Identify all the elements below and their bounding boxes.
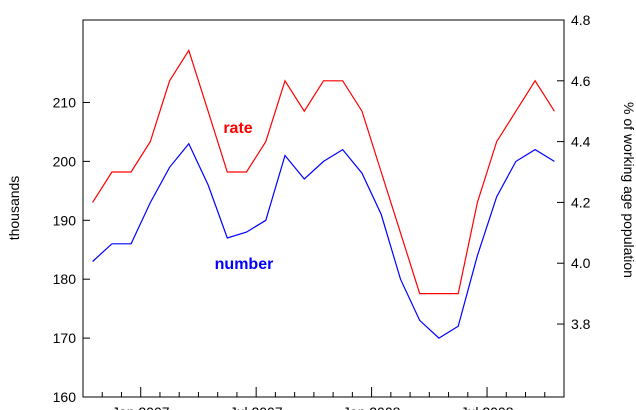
left-axis: 160 170 180 190 200 210 [53, 94, 90, 405]
x-axis: Jan 2007 Jul 2007 Jan 2008 Jul 2008 [82, 387, 565, 410]
series-line-number [92, 142, 555, 339]
right-tick-label: 4.6 [571, 73, 591, 89]
series-label-number: number [215, 256, 274, 273]
right-tick-label: 4.4 [571, 134, 591, 150]
x-tick-label: Jul 2008 [461, 404, 514, 410]
right-tick-label: 3.8 [571, 316, 591, 332]
x-tick-label: Jan 2008 [343, 404, 401, 410]
x-tick-label: Jan 2007 [112, 404, 170, 410]
right-tick-label: 4.8 [571, 12, 591, 28]
series-line-rate [92, 48, 555, 295]
right-tick-label: 4.2 [571, 194, 591, 210]
right-tick-label: 4.0 [571, 255, 591, 271]
right-axis-title: % of working age population [621, 102, 636, 278]
right-axis: 3.8 4.0 4.2 4.4 4.6 4.8 [557, 12, 591, 332]
x-tick-label: Jul 2007 [230, 404, 283, 410]
left-tick-label: 190 [53, 212, 77, 228]
left-tick-label: 160 [53, 389, 77, 405]
left-tick-label: 200 [53, 153, 77, 169]
left-tick-label: 210 [53, 94, 77, 110]
left-tick-label: 170 [53, 330, 77, 346]
series-lines [92, 48, 555, 339]
plot-frame [82, 19, 565, 398]
left-tick-label: 180 [53, 271, 77, 287]
series-label-rate: rate [223, 120, 252, 137]
left-axis-title: thousands [6, 176, 22, 241]
